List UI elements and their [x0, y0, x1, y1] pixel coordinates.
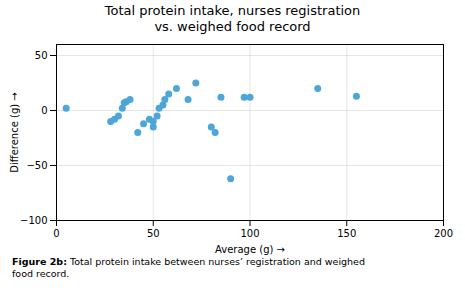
svg-text:150: 150	[337, 228, 356, 239]
html-text:Total protein intake, nurses r: Total protein intake, nurses registratio…	[104, 3, 361, 34]
svg-text:100: 100	[240, 228, 259, 239]
html-text:Figure 2b: Total protein intak: Figure 2b: Total protein intake between …	[12, 256, 365, 280]
svg-text:Average (g) →: Average (g) →	[215, 244, 285, 255]
svg-text:−50: −50	[26, 160, 47, 171]
svg-text:200: 200	[434, 228, 453, 239]
svg-text:Difference (g) →: Difference (g) →	[9, 92, 20, 172]
svg-text:−100: −100	[20, 215, 47, 226]
svg-text:50: 50	[147, 228, 160, 239]
svg-text:50: 50	[35, 50, 48, 61]
svg-text:0: 0	[41, 105, 47, 116]
svg-text:0: 0	[53, 228, 59, 239]
